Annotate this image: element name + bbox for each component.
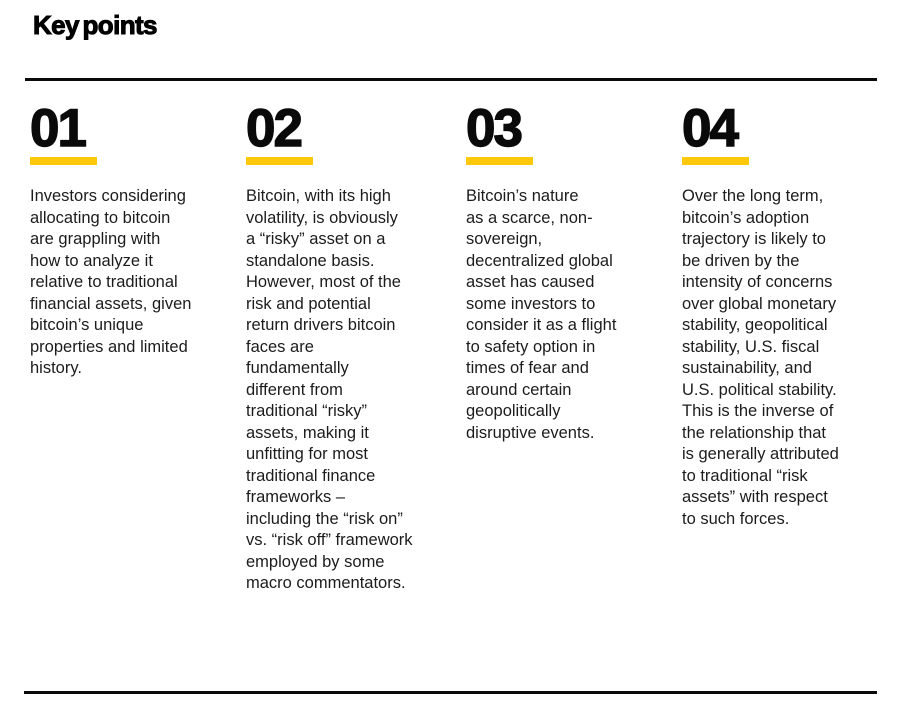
key-point-4-text: Over the long term, bitcoin’s adoption t… bbox=[682, 187, 839, 528]
key-point-4-number: 04 bbox=[681, 99, 739, 158]
key-points-columns: 01 Investors considering allocating to b… bbox=[29, 99, 875, 595]
key-point-4: 04 Over the long term, bitcoin’s adoptio… bbox=[681, 99, 875, 595]
key-point-1-number: 01 bbox=[29, 99, 87, 158]
key-point-3-number: 03 bbox=[465, 99, 523, 158]
key-point-3-accent-underline bbox=[466, 157, 533, 165]
key-point-3: 03 Bitcoin’s nature as a scarce, non- so… bbox=[465, 99, 666, 595]
key-point-2-accent-underline bbox=[246, 157, 313, 165]
key-point-2-text: Bitcoin, with its high volatility, is ob… bbox=[246, 187, 413, 592]
key-point-1-accent-underline bbox=[30, 157, 97, 165]
top-divider-rule bbox=[25, 78, 877, 81]
key-point-2: 02 Bitcoin, with its high volatility, is… bbox=[245, 99, 450, 595]
key-point-2-number: 02 bbox=[245, 99, 303, 158]
page-title: Key points bbox=[33, 10, 159, 41]
key-point-1-text: Investors considering allocating to bitc… bbox=[30, 187, 192, 377]
key-point-3-text: Bitcoin’s nature as a scarce, non- sover… bbox=[466, 187, 617, 442]
key-point-1: 01 Investors considering allocating to b… bbox=[29, 99, 230, 595]
bottom-divider-rule bbox=[24, 691, 877, 694]
key-point-4-accent-underline bbox=[682, 157, 749, 165]
